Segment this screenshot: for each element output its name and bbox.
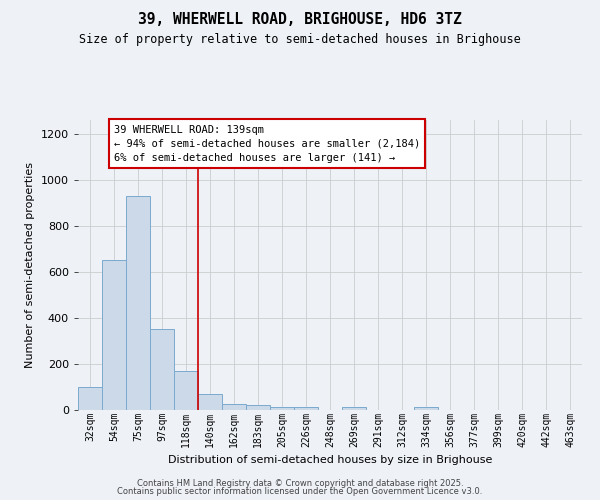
Text: Contains HM Land Registry data © Crown copyright and database right 2025.: Contains HM Land Registry data © Crown c… — [137, 478, 463, 488]
Text: Contains public sector information licensed under the Open Government Licence v3: Contains public sector information licen… — [118, 487, 482, 496]
Bar — [174, 371, 198, 410]
Bar — [222, 404, 246, 410]
X-axis label: Distribution of semi-detached houses by size in Brighouse: Distribution of semi-detached houses by … — [168, 455, 492, 465]
Bar — [270, 406, 294, 410]
Bar — [198, 394, 222, 410]
Bar — [246, 406, 270, 410]
Text: 39 WHERWELL ROAD: 139sqm
← 94% of semi-detached houses are smaller (2,184)
6% of: 39 WHERWELL ROAD: 139sqm ← 94% of semi-d… — [114, 124, 420, 162]
Bar — [126, 196, 150, 410]
Text: Size of property relative to semi-detached houses in Brighouse: Size of property relative to semi-detach… — [79, 32, 521, 46]
Bar — [414, 406, 438, 410]
Bar — [78, 387, 102, 410]
Bar — [102, 260, 126, 410]
Bar — [342, 406, 366, 410]
Y-axis label: Number of semi-detached properties: Number of semi-detached properties — [25, 162, 35, 368]
Bar — [150, 330, 174, 410]
Bar — [294, 406, 318, 410]
Text: 39, WHERWELL ROAD, BRIGHOUSE, HD6 3TZ: 39, WHERWELL ROAD, BRIGHOUSE, HD6 3TZ — [138, 12, 462, 28]
